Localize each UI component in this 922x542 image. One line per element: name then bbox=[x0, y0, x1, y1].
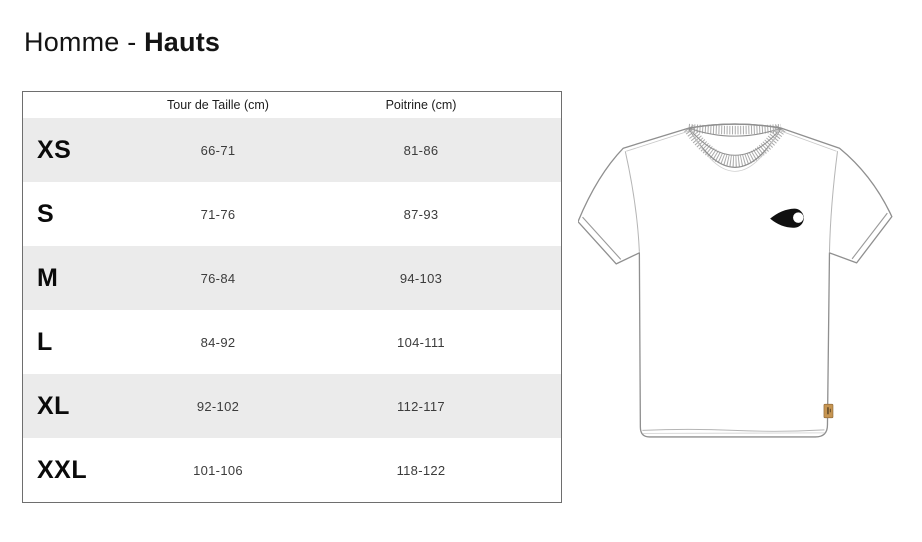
collar-front-outer-edge bbox=[688, 127, 782, 168]
column-header-waist: Tour de Taille (cm) bbox=[167, 98, 269, 112]
size-label: XL bbox=[37, 391, 70, 420]
collar-front-ribbing bbox=[684, 124, 786, 167]
waist-value: 92-102 bbox=[196, 398, 240, 414]
collar-back-ribbing bbox=[688, 123, 782, 135]
hem-stitch-line-2 bbox=[642, 432, 825, 434]
waist-value: 76-84 bbox=[200, 270, 236, 286]
table-row-m: M 76-84 94-103 bbox=[23, 246, 561, 310]
left-armhole-seam bbox=[624, 151, 640, 252]
comet-ball-logo-icon bbox=[770, 208, 804, 228]
chest-value: 118-122 bbox=[396, 462, 446, 478]
waist-value: 101-106 bbox=[193, 462, 243, 478]
chest-value: 94-103 bbox=[399, 270, 443, 286]
size-label: XS bbox=[37, 135, 72, 164]
table-row-xs: XS 66-71 81-86 bbox=[23, 118, 561, 182]
size-label: S bbox=[37, 199, 55, 228]
tshirt-illustration bbox=[578, 115, 920, 447]
size-label: M bbox=[37, 263, 59, 292]
chest-value: 112-117 bbox=[397, 398, 445, 414]
hem-stitch-line bbox=[642, 428, 825, 432]
waist-value: 71-76 bbox=[200, 206, 236, 222]
chest-value: 81-86 bbox=[403, 142, 439, 158]
size-table: Tour de Taille (cm) Poitrine (cm) XS 66-… bbox=[22, 91, 562, 503]
right-shoulder-seam bbox=[781, 130, 837, 152]
collar-front-inner-edge bbox=[688, 127, 782, 156]
page-title-category: Homme - bbox=[24, 27, 145, 57]
left-shoulder-seam bbox=[626, 130, 689, 152]
table-row-xxl: XXL 101-106 118-122 bbox=[23, 438, 561, 502]
size-label: L bbox=[37, 327, 53, 356]
table-header-row: Tour de Taille (cm) Poitrine (cm) bbox=[23, 92, 561, 118]
tshirt-line-drawing bbox=[578, 123, 893, 438]
table-row-s: S 71-76 87-93 bbox=[23, 182, 561, 246]
page-title-section: Hauts bbox=[144, 27, 221, 57]
column-header-chest: Poitrine (cm) bbox=[385, 98, 457, 112]
size-label: XXL bbox=[37, 455, 88, 484]
chest-value: 104-111 bbox=[397, 334, 445, 350]
right-armhole-seam bbox=[828, 151, 839, 252]
left-cuff-seam bbox=[582, 216, 622, 260]
table-row-xl: XL 92-102 112-117 bbox=[23, 374, 561, 438]
page-title: Homme - Hauts bbox=[24, 27, 221, 58]
chest-value: 87-93 bbox=[403, 206, 439, 222]
hem-tag bbox=[823, 403, 834, 419]
right-cuff-seam bbox=[851, 212, 888, 260]
table-row-l: L 84-92 104-111 bbox=[23, 310, 561, 374]
waist-value: 66-71 bbox=[200, 142, 236, 158]
waist-value: 84-92 bbox=[200, 334, 236, 350]
collar-top-edge bbox=[688, 123, 782, 129]
collar-under-seam bbox=[690, 129, 780, 172]
collar-back-seam bbox=[688, 127, 782, 137]
